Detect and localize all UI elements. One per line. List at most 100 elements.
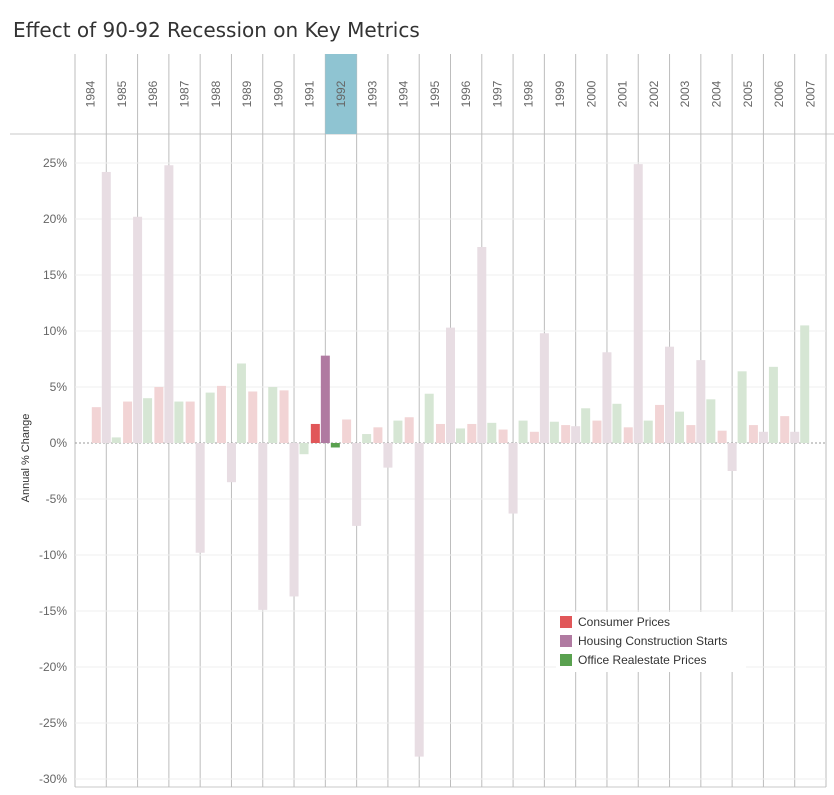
bar-housing-construction-starts-1985 [101, 171, 111, 443]
year-label-2000: 2000 [584, 80, 598, 107]
legend-item-housing-starts[interactable]: Housing Construction Starts [556, 632, 746, 650]
bar-housing-construction-starts-1986 [133, 216, 143, 443]
bar-office-realestate-prices-2005 [737, 371, 747, 443]
legend-swatch-consumer-prices [560, 616, 572, 628]
bar-office-realestate-prices-2000 [581, 408, 591, 443]
bar-office-realestate-prices-1997 [487, 422, 497, 443]
y-tick-label: -10% [39, 548, 67, 562]
y-tick-label: 25% [43, 156, 67, 170]
y-tick-label: -20% [39, 660, 67, 674]
bar-consumer-prices-2004 [686, 425, 696, 443]
bar-office-realestate-prices-2006 [768, 366, 778, 443]
bar-housing-construction-starts-2006 [758, 431, 768, 443]
year-label-1998: 1998 [522, 80, 536, 107]
bar-consumer-prices-1998 [498, 429, 508, 443]
bar-consumer-prices-1985 [91, 407, 101, 443]
bar-housing-construction-starts-2004 [696, 360, 706, 443]
legend-label: Consumer Prices [578, 615, 671, 629]
legend-item-consumer-prices[interactable]: Consumer Prices [556, 613, 746, 631]
ytick-layer: 25% 20% 15% 10% 5% 0% -5% -10% -15% -20% -25% -30% [39, 156, 67, 786]
year-label-1993: 1993 [365, 80, 379, 107]
bar-housing-construction-starts-2000 [571, 426, 581, 443]
y-tick-label: 0% [50, 436, 68, 450]
bar-office-realestate-prices-1999 [549, 421, 559, 443]
bar-consumer-prices-1989 [216, 385, 226, 443]
bar-housing-construction-starts-1989 [226, 443, 236, 483]
year-label-1992: 1992 [334, 80, 348, 107]
year-label-1991: 1991 [303, 80, 317, 107]
bar-housing-construction-starts-2001 [602, 352, 612, 443]
bar-consumer-prices-1986 [123, 401, 133, 443]
bar-office-realestate-prices-1998 [518, 420, 528, 443]
bar-housing-construction-starts-1987 [164, 165, 174, 444]
bar-consumer-prices-1990 [248, 391, 258, 443]
year-label-1986: 1986 [146, 80, 160, 107]
year-label-1989: 1989 [240, 80, 254, 107]
bar-consumer-prices-1997 [467, 423, 477, 443]
bar-office-realestate-prices-2004 [706, 399, 716, 443]
bar-consumer-prices-2005 [717, 430, 727, 443]
year-label-1996: 1996 [459, 80, 473, 107]
bar-consumer-prices-1991 [279, 390, 289, 443]
bar-office-realestate-prices-2002 [643, 420, 653, 443]
year-label-1990: 1990 [271, 80, 285, 107]
year-label-1988: 1988 [209, 80, 223, 107]
chart-title: Effect of 90-92 Recession on Key Metrics [13, 18, 420, 42]
y-tick-label: 10% [43, 324, 67, 338]
bar-office-realestate-prices-1993 [362, 434, 372, 443]
bar-consumer-prices-1999 [529, 431, 539, 443]
bar-office-realestate-prices-1988 [205, 392, 215, 443]
y-tick-label: -5% [46, 492, 68, 506]
legend-swatch-housing-starts [560, 635, 572, 647]
highlight-layer [325, 54, 357, 134]
y-tick-label: -15% [39, 604, 67, 618]
y-axis-title: Annual % Change [20, 414, 32, 503]
bar-consumer-prices-1994 [373, 427, 383, 443]
bar-office-realestate-prices-2007 [800, 325, 810, 443]
bar-consumer-prices-2002 [623, 427, 633, 443]
year-label-2001: 2001 [616, 80, 630, 107]
bar-office-realestate-prices-1986 [143, 398, 153, 443]
bar-housing-construction-starts-2005 [727, 443, 737, 471]
year-label-1985: 1985 [115, 80, 129, 107]
year-label-2002: 2002 [647, 80, 661, 107]
y-tick-label: 5% [50, 380, 68, 394]
legend-swatch-office-realestate [560, 654, 572, 666]
bar-housing-construction-starts-2003 [665, 346, 675, 443]
bar-office-realestate-prices-1994 [393, 420, 403, 443]
year-label-2003: 2003 [678, 80, 692, 107]
bar-consumer-prices-2007 [780, 416, 790, 443]
year-label-1984: 1984 [84, 80, 98, 107]
bar-housing-construction-starts-1995 [414, 443, 424, 757]
bar-office-realestate-prices-1987 [174, 401, 184, 443]
bar-office-realestate-prices-1996 [456, 428, 465, 443]
legend-label: Housing Construction Starts [578, 634, 728, 648]
bar-office-realestate-prices-2001 [612, 403, 622, 443]
legend: Consumer Prices Housing Construction Sta… [556, 612, 746, 672]
bar-office-realestate-prices-1985 [111, 437, 121, 443]
legend-item-office-realestate[interactable]: Office Realestate Prices [556, 651, 746, 669]
year-label-2004: 2004 [709, 80, 723, 107]
bar-housing-construction-starts-1998 [508, 443, 518, 514]
bar-consumer-prices-1995 [404, 417, 414, 443]
bar-consumer-prices-2006 [748, 425, 758, 443]
bar-consumer-prices-1993 [342, 419, 352, 443]
year-label-1994: 1994 [397, 80, 411, 107]
bar-office-realestate-prices-1992 [330, 443, 340, 448]
year-label-2007: 2007 [803, 80, 817, 107]
y-tick-label: -30% [39, 772, 67, 786]
bar-office-realestate-prices-1991 [299, 443, 309, 455]
bar-housing-construction-starts-1993 [352, 443, 362, 526]
legend-label: Office Realestate Prices [578, 653, 707, 667]
year-label-1997: 1997 [490, 80, 504, 107]
highlight-column-header [325, 54, 357, 134]
y-tick-label: 15% [43, 268, 67, 282]
bar-office-realestate-prices-2003 [675, 411, 685, 443]
bar-housing-construction-starts-1988 [195, 443, 205, 553]
bar-housing-construction-starts-2002 [633, 164, 643, 443]
bar-housing-construction-starts-1992 [320, 355, 330, 443]
bar-housing-construction-starts-1997 [477, 247, 487, 443]
bar-housing-construction-starts-2007 [790, 431, 800, 443]
bar-consumer-prices-2001 [592, 420, 602, 443]
